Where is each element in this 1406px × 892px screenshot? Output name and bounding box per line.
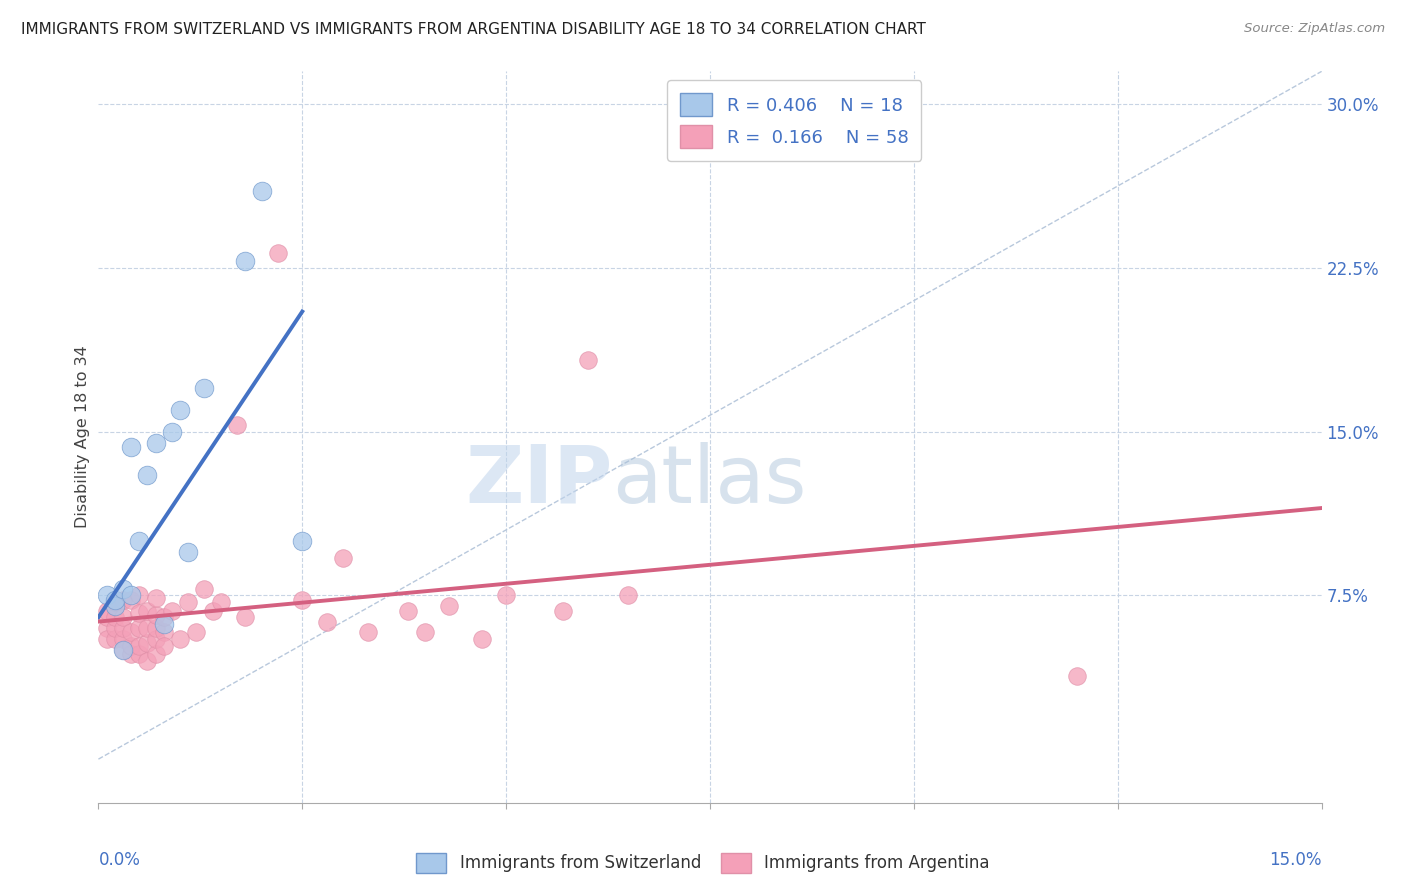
Point	[233, 610, 256, 624]
Y-axis label: Disability Age 18 to 34: Disability Age 18 to 34	[75, 346, 90, 528]
Point	[145, 607, 167, 622]
Text: Source: ZipAtlas.com: Source: ZipAtlas.com	[1244, 22, 1385, 36]
Point	[160, 425, 183, 439]
Point	[495, 588, 517, 602]
Point	[356, 625, 378, 640]
Point	[201, 604, 224, 618]
Point	[104, 592, 127, 607]
Point	[111, 582, 134, 596]
Point	[136, 636, 159, 650]
Point	[96, 604, 118, 618]
Text: 0.0%: 0.0%	[98, 851, 141, 869]
Point	[152, 625, 174, 640]
Point	[136, 468, 159, 483]
Point	[104, 632, 127, 646]
Point	[128, 606, 150, 620]
Point	[177, 595, 200, 609]
Point	[111, 632, 134, 646]
Point	[136, 604, 159, 618]
Point	[96, 588, 118, 602]
Point	[145, 591, 167, 605]
Legend: R = 0.406    N = 18, R =  0.166    N = 58: R = 0.406 N = 18, R = 0.166 N = 58	[668, 80, 921, 161]
Point	[145, 435, 167, 450]
Point	[291, 592, 314, 607]
Point	[152, 610, 174, 624]
Point	[291, 533, 314, 548]
Point	[233, 254, 256, 268]
Point	[120, 588, 142, 602]
Point	[437, 599, 460, 614]
Point	[576, 352, 599, 367]
Point	[104, 621, 127, 635]
Point	[1066, 669, 1088, 683]
Point	[267, 245, 290, 260]
Point	[226, 418, 249, 433]
Point	[111, 610, 134, 624]
Point	[186, 625, 208, 640]
Text: atlas: atlas	[612, 442, 807, 520]
Point	[128, 639, 150, 653]
Point	[120, 440, 142, 454]
Point	[111, 643, 134, 657]
Point	[160, 604, 183, 618]
Point	[120, 592, 142, 607]
Point	[128, 648, 150, 662]
Text: IMMIGRANTS FROM SWITZERLAND VS IMMIGRANTS FROM ARGENTINA DISABILITY AGE 18 TO 34: IMMIGRANTS FROM SWITZERLAND VS IMMIGRANT…	[21, 22, 927, 37]
Point	[396, 604, 419, 618]
Point	[104, 599, 127, 614]
Point	[152, 639, 174, 653]
Point	[471, 632, 494, 646]
Point	[145, 648, 167, 662]
Point	[111, 621, 134, 635]
Point	[209, 595, 232, 609]
Point	[332, 551, 354, 566]
Point	[315, 615, 337, 629]
Point	[617, 588, 640, 602]
Legend: Immigrants from Switzerland, Immigrants from Argentina: Immigrants from Switzerland, Immigrants …	[409, 847, 997, 880]
Point	[145, 632, 167, 646]
Point	[413, 625, 436, 640]
Point	[96, 610, 118, 624]
Point	[177, 545, 200, 559]
Point	[96, 621, 118, 635]
Point	[193, 381, 215, 395]
Point	[145, 621, 167, 635]
Point	[169, 402, 191, 417]
Point	[128, 533, 150, 548]
Point	[111, 592, 134, 607]
Point	[152, 616, 174, 631]
Point	[120, 648, 142, 662]
Point	[169, 632, 191, 646]
Text: 15.0%: 15.0%	[1270, 851, 1322, 869]
Point	[136, 654, 159, 668]
Point	[104, 599, 127, 614]
Point	[128, 588, 150, 602]
Point	[104, 595, 127, 609]
Point	[120, 625, 142, 640]
Point	[553, 604, 575, 618]
Point	[193, 582, 215, 596]
Point	[96, 632, 118, 646]
Point	[250, 185, 273, 199]
Point	[111, 643, 134, 657]
Point	[128, 621, 150, 635]
Point	[120, 639, 142, 653]
Text: ZIP: ZIP	[465, 442, 612, 520]
Point	[104, 610, 127, 624]
Point	[136, 621, 159, 635]
